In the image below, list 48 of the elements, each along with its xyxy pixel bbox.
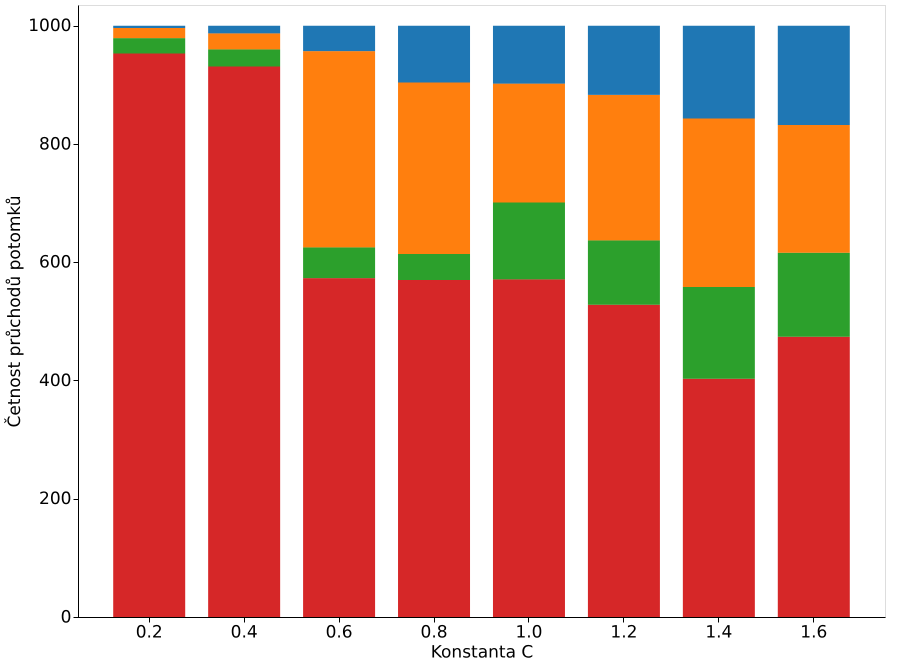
y-tick-label: 800	[39, 134, 72, 154]
bar	[303, 26, 376, 52]
bar	[208, 26, 280, 34]
bar	[113, 28, 186, 38]
y-tick-label: 200	[39, 489, 72, 510]
bar	[492, 84, 565, 202]
bar	[492, 279, 565, 617]
x-tick-label: 0.6	[326, 622, 353, 642]
y-tick-label: 400	[39, 370, 72, 391]
bar	[492, 202, 565, 280]
bar	[398, 26, 470, 82]
bar	[113, 53, 186, 617]
bar	[208, 49, 280, 66]
bar	[303, 51, 376, 248]
bar	[113, 38, 186, 54]
bar	[778, 252, 850, 337]
bar	[682, 26, 755, 119]
bar	[588, 304, 660, 617]
y-tick-label: 0	[60, 608, 72, 628]
bar	[778, 336, 850, 617]
x-tick-label: 0.2	[136, 622, 163, 642]
y-tick-label: 1000	[28, 16, 72, 36]
bar	[778, 125, 850, 253]
bar	[113, 26, 186, 28]
x-tick-label: 1.6	[800, 622, 828, 642]
bar	[492, 26, 565, 84]
x-tick-label: 1.2	[610, 622, 638, 642]
bar	[682, 287, 755, 379]
bar	[398, 254, 470, 280]
bar	[682, 118, 755, 288]
bar	[778, 26, 850, 126]
bar	[588, 240, 660, 305]
x-tick-label: 0.4	[230, 622, 258, 642]
bar	[588, 94, 660, 240]
bar	[208, 66, 280, 617]
bar	[208, 33, 280, 50]
bar	[588, 26, 660, 95]
x-axis-title: Konstanta C	[430, 642, 534, 662]
y-axis-title: Četnost průchodů potomků	[4, 195, 26, 428]
bar	[303, 247, 376, 278]
bar	[303, 278, 376, 617]
x-tick-label: 1.4	[705, 622, 732, 642]
bar	[398, 82, 470, 254]
bar	[398, 280, 470, 617]
bar	[682, 378, 755, 617]
y-tick-label: 600	[39, 252, 72, 273]
x-tick-label: 1.0	[515, 622, 542, 642]
x-tick-label: 0.8	[420, 622, 448, 642]
